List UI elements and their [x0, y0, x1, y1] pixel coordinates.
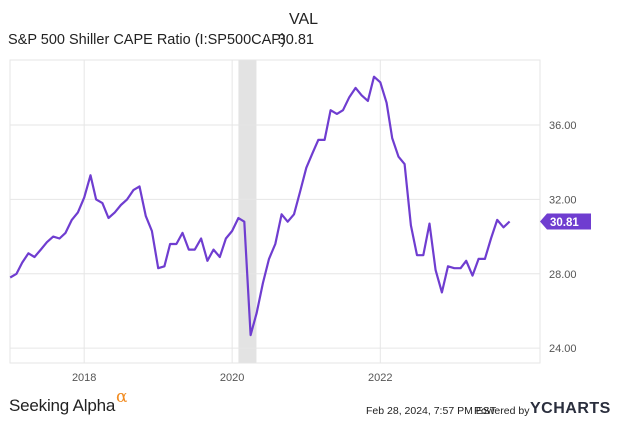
plot-border [9, 59, 541, 364]
last-value-badge [540, 213, 591, 230]
legend-series-value: 30.81 [277, 32, 314, 48]
last-value-label: 30.81 [550, 217, 579, 229]
ycharts-logo[interactable]: YCHARTS [530, 400, 611, 417]
x-tick-label: 2018 [72, 372, 96, 384]
legend-series-name: S&P 500 Shiller CAPE Ratio (I:SP500CAP) [8, 32, 286, 48]
alpha-mark-icon: α [116, 387, 128, 407]
footer-powered-by: Powered by [474, 405, 530, 417]
y-tick-label: 24.00 [549, 343, 577, 355]
seeking-alpha-logo: Seeking Alpha [9, 396, 116, 415]
footer-timestamp: Feb 28, 2024, 7:57 PM EST [366, 405, 497, 417]
series-line [9, 75, 511, 337]
recession-band [238, 60, 257, 363]
y-tick-label: 32.00 [549, 194, 577, 206]
x-tick-label: 2020 [220, 372, 244, 384]
y-tick-label: 36.00 [549, 120, 577, 132]
y-tick-label: 28.00 [549, 269, 577, 281]
legend-column-header: VAL [289, 11, 319, 28]
x-tick-label: 2022 [368, 372, 392, 384]
